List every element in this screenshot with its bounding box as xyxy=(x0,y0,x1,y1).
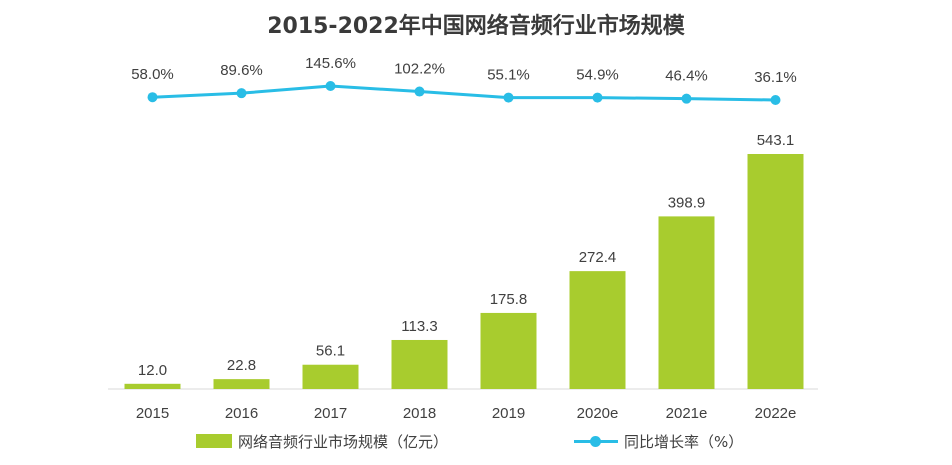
legend-line-swatch xyxy=(574,434,618,448)
legend-item-market-size: 网络音频行业市场规模（亿元） xyxy=(196,428,448,454)
bar-value-label-2017: 56.1 xyxy=(316,343,345,360)
bar-2018 xyxy=(391,339,448,389)
bar-2015 xyxy=(124,383,181,389)
growth-point-2017 xyxy=(325,81,336,91)
legend-label-growth-rate: 同比增长率（%） xyxy=(624,432,744,451)
growth-label-2019: 55.1% xyxy=(487,67,530,84)
x-tick-label-2017: 2017 xyxy=(314,405,347,422)
growth-label-2020e: 54.9% xyxy=(576,67,619,84)
growth-label-2016: 89.6% xyxy=(220,62,263,79)
growth-label-2021e: 46.4% xyxy=(665,68,708,85)
x-tick-label-2022e: 2022e xyxy=(755,405,797,422)
growth-point-2016 xyxy=(236,88,247,99)
growth-rate-line xyxy=(152,84,776,102)
bar-2021e xyxy=(658,216,715,389)
legend-label-market-size: 网络音频行业市场规模（亿元） xyxy=(238,432,449,451)
bar-2020e xyxy=(569,271,626,389)
bar-2022e xyxy=(747,154,804,389)
bar-value-label-2022e: 543.1 xyxy=(757,132,795,149)
chart-title: 2015-2022年中国网络音频行业市场规模 xyxy=(267,14,685,39)
bar-value-label-2015: 12.0 xyxy=(138,362,167,379)
legend-item-growth-rate: 同比增长率（%） xyxy=(574,428,743,454)
bar-value-label-2018: 113.3 xyxy=(401,318,437,335)
growth-point-2020e xyxy=(592,92,603,103)
growth-label-2018: 102.2% xyxy=(394,61,445,78)
x-tick-label-2019: 2019 xyxy=(492,405,525,422)
bar-2016 xyxy=(213,379,270,389)
growth-label-2017: 145.6% xyxy=(305,55,356,72)
growth-point-2018 xyxy=(414,86,425,97)
x-tick-label-2015: 2015 xyxy=(136,405,169,422)
growth-label-2022e: 36.1% xyxy=(754,69,797,86)
x-tick-label-2016: 2016 xyxy=(225,405,258,422)
x-tick-label-2020e: 2020e xyxy=(577,405,619,422)
growth-point-2015 xyxy=(147,92,158,103)
growth-label-2015: 58.0% xyxy=(131,66,174,83)
bar-2017 xyxy=(302,364,359,389)
growth-point-2019 xyxy=(503,92,514,103)
bar-value-label-2020e: 272.4 xyxy=(579,249,617,266)
legend-bar-swatch xyxy=(196,434,232,448)
bar-2019 xyxy=(480,312,537,389)
bar-value-label-2021e: 398.9 xyxy=(668,194,706,211)
x-tick-label-2021e: 2021e xyxy=(666,405,708,422)
growth-point-2021e xyxy=(681,93,692,104)
bar-value-label-2016: 22.8 xyxy=(227,357,256,374)
growth-point-2022e xyxy=(770,95,781,105)
x-tick-label-2018: 2018 xyxy=(403,405,436,422)
bar-value-label-2019: 175.8 xyxy=(490,291,528,308)
